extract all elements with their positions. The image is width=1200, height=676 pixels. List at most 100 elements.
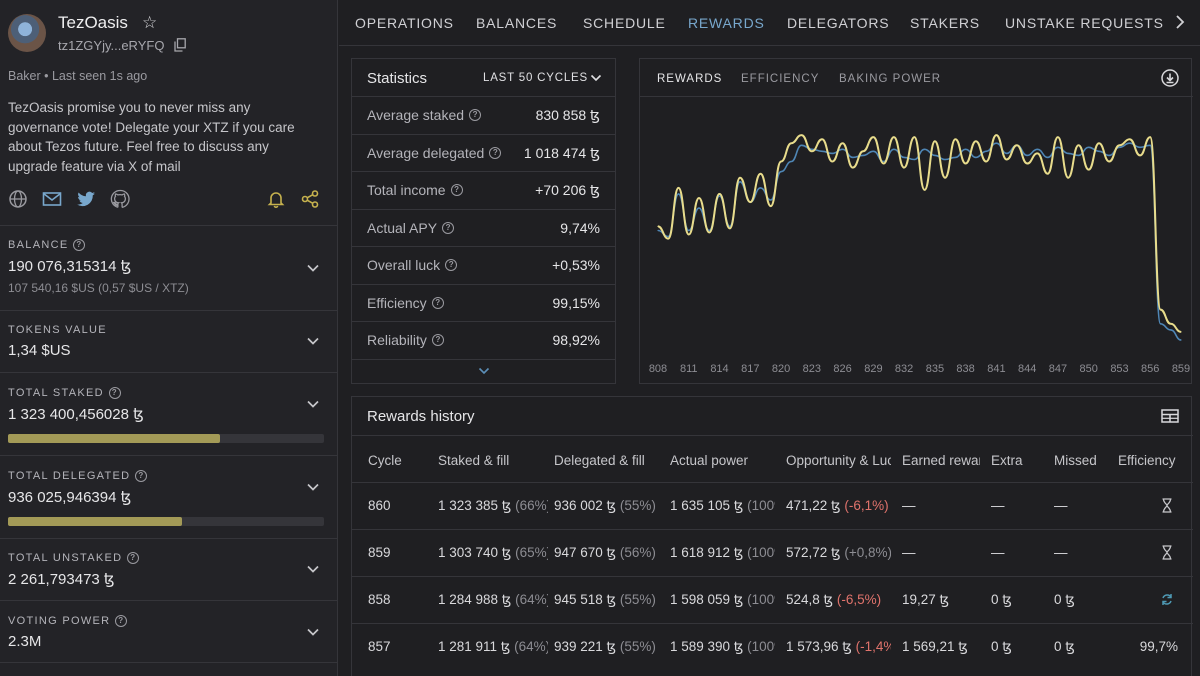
data-point[interactable] [1088,169,1090,171]
data-point[interactable] [842,148,844,150]
data-point[interactable] [1057,136,1059,138]
rewards-chart[interactable]: 808 811 814 817 820 823 826 829 832 835 838 841 844 8… [640,97,1193,383]
data-point[interactable] [831,160,833,163]
avatar[interactable] [8,14,46,52]
data-point[interactable] [1088,146,1090,148]
data-point[interactable] [1149,136,1151,138]
data-point[interactable] [729,225,731,227]
data-point[interactable] [1118,144,1121,146]
chevron-down-icon[interactable] [306,334,320,348]
data-point[interactable] [1057,146,1059,148]
help-icon[interactable]: ? [73,239,86,251]
tab-schedule[interactable]: SCHEDULE [583,15,666,31]
data-point[interactable] [708,229,710,232]
data-point[interactable] [954,156,956,158]
chevron-down-icon[interactable] [306,562,320,576]
data-point[interactable] [883,162,885,165]
download-icon[interactable] [1161,69,1179,87]
chevron-down-icon[interactable] [306,480,320,494]
help-icon[interactable]: ? [135,470,148,482]
data-point[interactable] [975,140,977,142]
data-point[interactable] [883,160,885,163]
data-point[interactable] [698,197,700,199]
data-point[interactable] [749,201,751,203]
data-point[interactable] [1159,323,1162,325]
help-icon[interactable]: ? [469,109,482,121]
copy-icon[interactable] [174,38,186,52]
data-point[interactable] [1036,152,1038,154]
help-icon[interactable]: ? [108,387,121,399]
chevron-down-icon[interactable] [306,261,320,275]
data-point[interactable] [1067,152,1069,154]
column-header[interactable]: Opportunity & Luck [786,453,891,468]
data-point[interactable] [698,207,700,209]
data-point[interactable] [1180,339,1182,341]
data-point[interactable] [872,150,874,152]
balance-section[interactable]: BALANCE? 190 076,315314 ꜩ 107 540,16 $US… [8,239,330,295]
chevron-down-icon[interactable] [590,72,602,84]
column-header[interactable]: Actual power [670,453,749,468]
tab-balances[interactable]: BALANCES [476,15,558,31]
help-icon[interactable]: ? [450,184,463,196]
data-point[interactable] [1108,154,1110,156]
data-point[interactable] [1170,323,1172,325]
bell-icon[interactable] [266,189,286,209]
column-header[interactable]: Missed [1054,453,1097,468]
data-point[interactable] [688,233,690,236]
help-icon[interactable]: ? [442,221,455,234]
data-point[interactable] [718,195,721,197]
table-row[interactable]: 860 1 323 385 ꜩ (66%) 936 002 ꜩ (55%) 1 635… [352,482,1193,529]
data-point[interactable] [801,134,803,136]
data-point[interactable] [801,144,803,146]
tab-stakers[interactable]: STAKERS [910,15,980,31]
data-point[interactable] [780,160,782,163]
baker-address[interactable]: tz1ZGYjy...eRYFQ [58,38,165,53]
chevron-down-icon[interactable] [306,397,320,411]
tab-rewards[interactable]: REWARDS [688,15,765,31]
data-point[interactable] [1149,144,1151,146]
data-point[interactable] [852,167,854,169]
data-point[interactable] [965,162,967,165]
data-point[interactable] [1108,160,1110,163]
data-point[interactable] [944,177,946,179]
data-point[interactable] [924,189,926,191]
data-point[interactable] [1159,309,1162,311]
data-point[interactable] [1118,146,1121,148]
data-point[interactable] [1077,154,1080,156]
data-point[interactable] [913,136,915,138]
data-point[interactable] [1016,144,1018,146]
tab-operations[interactable]: OPERATIONS [355,15,454,31]
data-point[interactable] [954,138,956,140]
twitter-icon[interactable] [76,189,96,209]
globe-icon[interactable] [8,189,28,209]
data-point[interactable] [1067,177,1069,179]
data-point[interactable] [811,148,813,150]
data-point[interactable] [790,160,792,163]
table-view-icon[interactable] [1161,409,1179,423]
series-line[interactable] [657,134,1182,333]
staked-section[interactable]: TOTAL STAKED? 1 323 400,456028 ꜩ [8,387,330,443]
chart-tab-baking-power[interactable]: BAKING POWER [839,73,942,85]
data-point[interactable] [770,199,772,201]
help-icon[interactable]: ? [115,615,128,627]
chevron-down-icon[interactable] [306,625,320,639]
data-point[interactable] [667,235,669,238]
help-icon[interactable]: ? [489,146,502,159]
data-point[interactable] [893,136,895,138]
unstaked-section[interactable]: TOTAL UNSTAKED? 2 261,793473 ꜩ [8,552,330,588]
chart-tab-rewards[interactable]: REWARDS [657,73,723,85]
data-point[interactable] [862,150,864,152]
data-point[interactable] [852,156,854,158]
column-header[interactable]: Staked & fill [438,453,510,468]
data-point[interactable] [1139,146,1141,148]
data-point[interactable] [677,187,680,189]
data-point[interactable] [1170,329,1172,331]
data-point[interactable] [995,142,997,144]
tokens-section[interactable]: TOKENS VALUE 1,34 $US [8,324,330,359]
data-point[interactable] [1129,142,1131,144]
column-header[interactable]: Cycle [368,453,402,468]
help-icon[interactable]: ? [431,296,444,309]
data-point[interactable] [893,148,895,150]
data-point[interactable] [985,150,987,152]
data-point[interactable] [1180,331,1182,333]
